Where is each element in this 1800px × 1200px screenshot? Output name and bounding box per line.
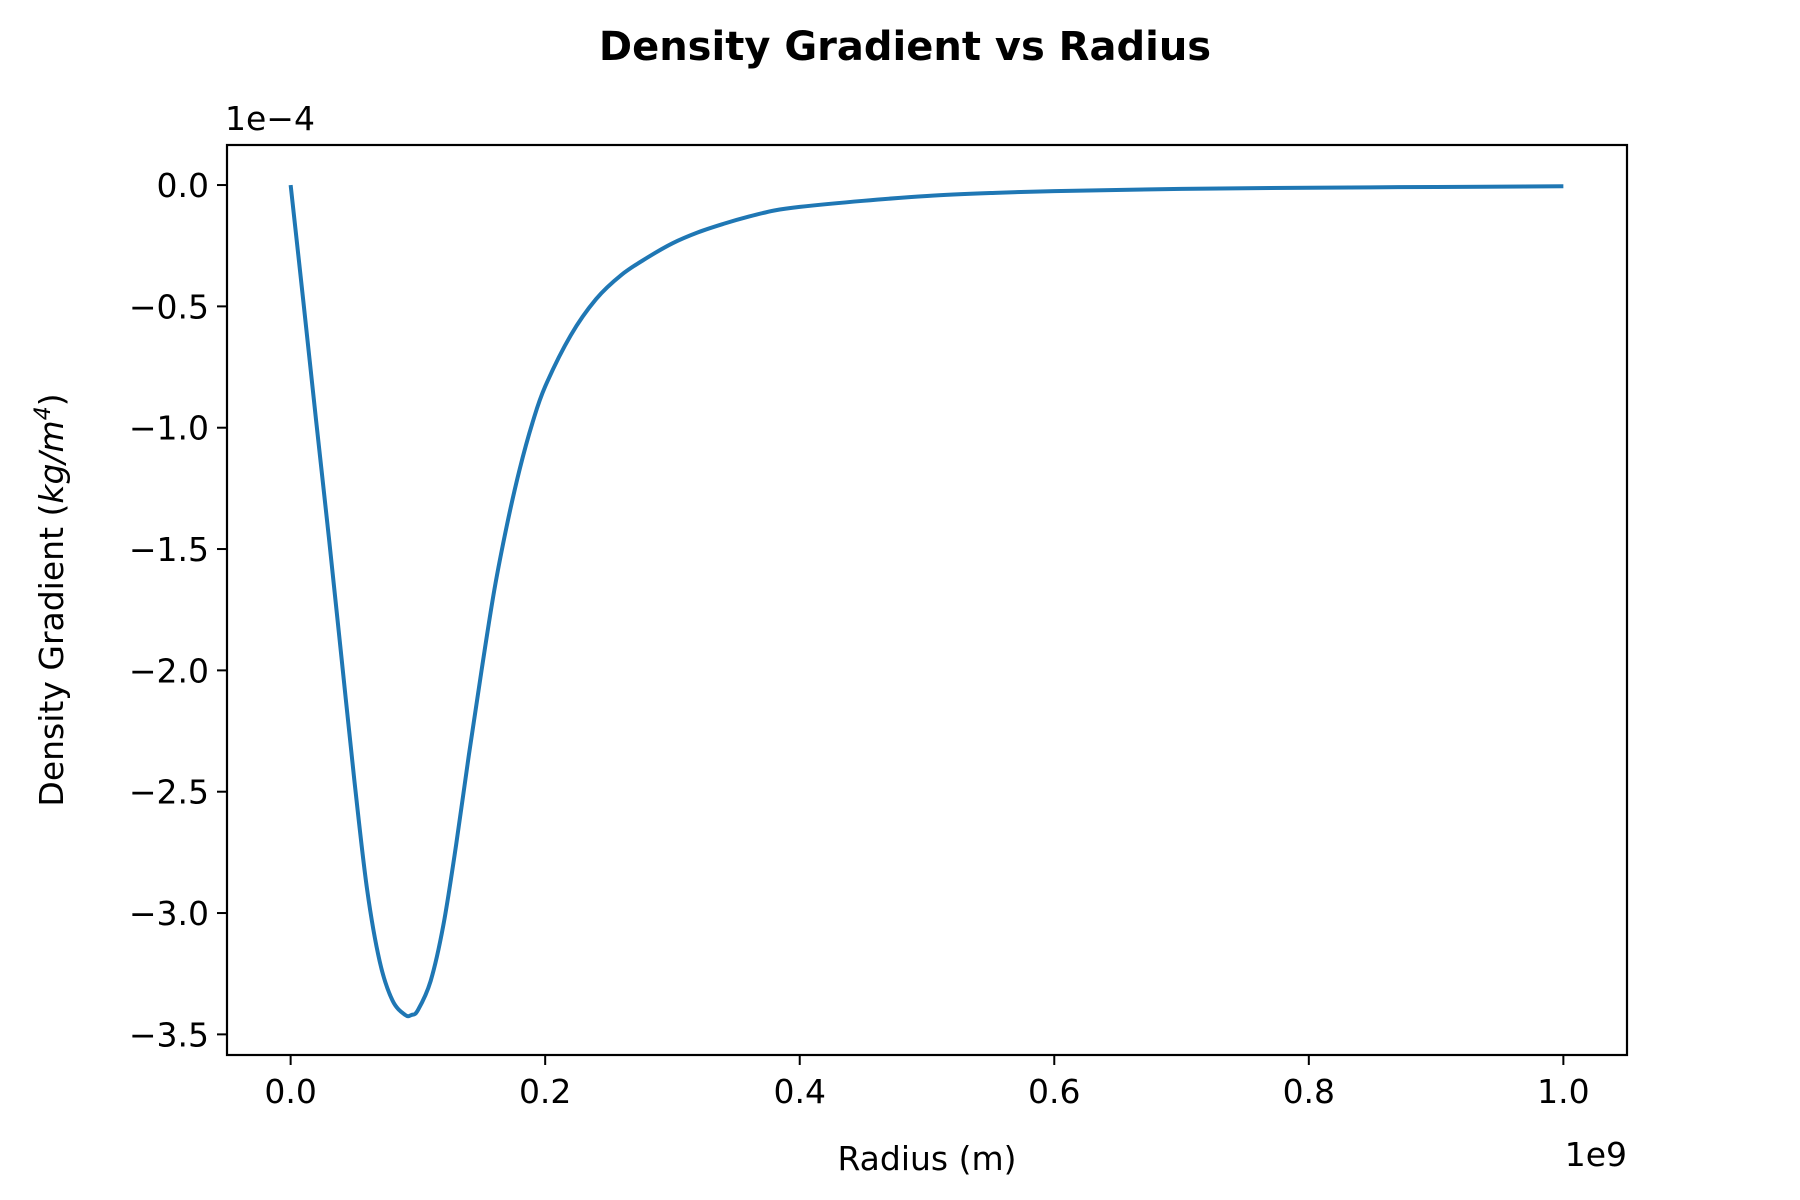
x-tick-label: 0.2 — [519, 1072, 571, 1111]
plot-area — [225, 143, 1629, 1057]
x-tick-label: 0.4 — [773, 1072, 825, 1111]
y-axis-label-exponent: 4 — [31, 406, 56, 420]
x-axis-label: Radius (m) — [837, 1139, 1016, 1178]
y-axis-label-text: Density Gradient ( — [32, 504, 71, 807]
x-tick-label: 0.0 — [264, 1072, 316, 1111]
series-line-density-gradient — [288, 184, 1564, 1019]
y-axis-label: Density Gradient (kg/m4) — [31, 393, 71, 806]
x-tick-label: 1.0 — [1537, 1072, 1589, 1111]
y-tick-label: −2.5 — [129, 773, 209, 812]
axes-frame — [225, 143, 1629, 1057]
x-axis: 0.0 0.2 0.4 0.6 0.8 1.0 — [264, 1055, 1590, 1111]
x-offset-label: 1e9 — [1565, 1135, 1627, 1174]
x-tick-label: 0.8 — [1283, 1072, 1335, 1111]
y-tick-label: −3.5 — [129, 1015, 209, 1054]
y-tick-label: −1.0 — [129, 409, 209, 448]
y-axis-label-unit: kg/m — [32, 420, 71, 503]
y-offset-label: 1e−4 — [225, 99, 315, 138]
y-tick-label: −2.0 — [129, 651, 209, 690]
y-axis: 0.0 −0.5 −1.0 −1.5 −2.0 −2.5 −3.0 −3.5 — [129, 166, 227, 1054]
chart-title: Density Gradient vs Radius — [599, 24, 1211, 70]
y-tick-label: −0.5 — [129, 287, 209, 326]
y-axis-label-close: ) — [32, 393, 71, 406]
x-tick-label: 0.6 — [1028, 1072, 1080, 1111]
y-tick-label: 0.0 — [157, 166, 209, 205]
y-tick-label: −3.0 — [129, 894, 209, 933]
y-tick-label: −1.5 — [129, 530, 209, 569]
